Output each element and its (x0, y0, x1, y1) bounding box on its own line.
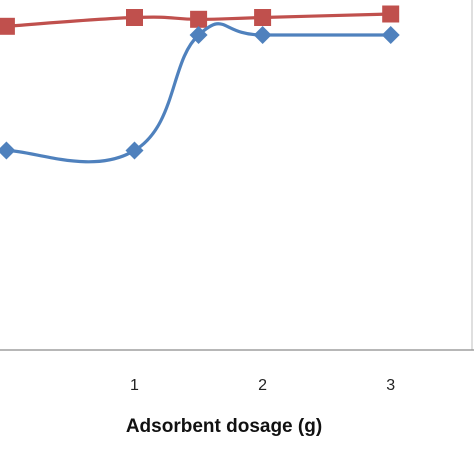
series-1 (0, 22, 400, 164)
series-0-point-2 (190, 10, 208, 28)
series-0-point-4 (382, 5, 400, 23)
series-1-line (4, 22, 393, 164)
x-tick-label-1: 2 (258, 377, 267, 394)
x-tick-labels: 1 2 3 (130, 377, 395, 394)
x-axis-title: Adsorbent dosage (g) (126, 416, 322, 437)
series-1-point-3 (253, 26, 272, 44)
series-0-point-3 (254, 9, 272, 26)
series-1-point-2 (189, 26, 208, 44)
series-layer (0, 5, 400, 164)
series-0-point-1 (126, 9, 143, 26)
x-tick-label-0: 1 (130, 377, 139, 394)
series-1-point-4 (381, 26, 400, 44)
series-1-point-0 (0, 141, 16, 160)
series-0 (0, 5, 400, 35)
series-0-point-0 (0, 17, 15, 35)
series-1-point-1 (125, 141, 144, 160)
x-tick-label-2: 3 (386, 377, 395, 394)
